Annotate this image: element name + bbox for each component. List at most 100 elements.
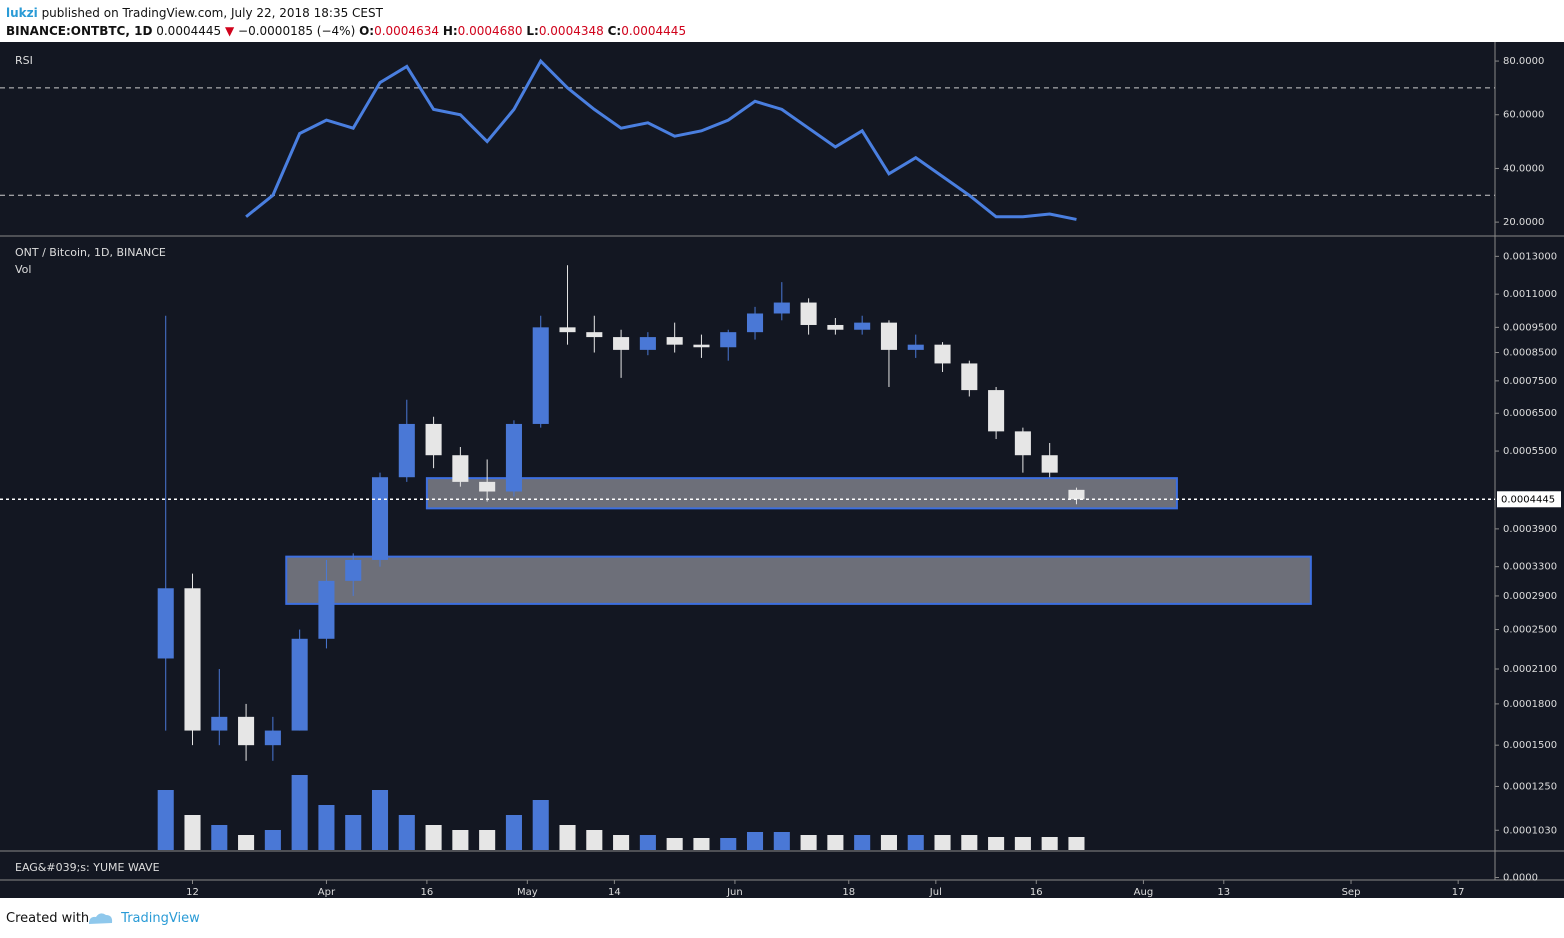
h: 0.0004680 (457, 24, 523, 38)
y-tick-label: 60.0000 (1503, 110, 1544, 121)
candle-body (1014, 431, 1031, 456)
user[interactable]: lukzi (6, 6, 38, 20)
rsi-line (245, 58, 1077, 221)
candle-body (264, 730, 281, 746)
volume-bar (880, 835, 897, 850)
volume-bar (532, 800, 549, 850)
candle-body (157, 588, 174, 659)
volume-bar (559, 825, 576, 850)
volume-bar (693, 838, 710, 850)
o: 0.0004634 (374, 24, 439, 38)
y-tick-label: 0.0001800 (1503, 699, 1557, 710)
x-tick-label: 14 (608, 887, 621, 898)
y-tick-label: 0.0009500 (1503, 322, 1557, 333)
candle-body (613, 337, 630, 350)
y-tick-label: 0.0001250 (1503, 781, 1557, 792)
candle-body (800, 302, 817, 325)
candle-body (345, 559, 362, 581)
volume-bar (291, 775, 308, 850)
l: 0.0004348 (538, 24, 604, 38)
header: lukzi published on TradingView.com, July… (6, 4, 686, 40)
candle-body (532, 327, 549, 424)
candle-body (907, 344, 924, 350)
candle-body (184, 588, 201, 731)
last-price-label: 0.0004445 (1501, 494, 1555, 505)
candle-body (371, 477, 389, 560)
candle-body (398, 423, 415, 478)
candle-body (1068, 489, 1085, 500)
volume-bar (800, 835, 817, 850)
candle-body (318, 580, 335, 639)
x-tick-label: 18 (842, 887, 855, 898)
volume-bar (318, 805, 335, 850)
y-tick-label: 20.0000 (1503, 217, 1544, 228)
x-tick-label: Sep (1342, 887, 1361, 898)
l-label: L: (526, 24, 539, 38)
y-tick-label: 0.0002500 (1503, 625, 1557, 636)
y-tick-label: 0.0007500 (1503, 376, 1557, 387)
volume-bar (184, 815, 201, 850)
y-tick-label: 0.0006500 (1503, 408, 1557, 419)
y-tick-label: 0.0013000 (1503, 251, 1557, 262)
x-tick-label: 12 (186, 887, 199, 898)
candle-body (827, 324, 844, 330)
x-tick-label: 13 (1217, 887, 1230, 898)
volume-bar (345, 815, 362, 850)
candle-body (934, 344, 951, 364)
x-tick-label: Aug (1134, 887, 1154, 898)
volume-bar (425, 825, 442, 850)
y-tick-label: 0.0002900 (1503, 591, 1557, 602)
arrow: ▼ (224, 24, 235, 38)
o-label: O: (359, 24, 375, 38)
candle-body (452, 455, 469, 482)
candle-body (479, 481, 496, 492)
candle-body (961, 363, 978, 391)
volume-bar (988, 837, 1005, 850)
candle-body (693, 344, 710, 348)
volume-bar (720, 838, 737, 850)
footer: Created with TradingView (6, 911, 200, 926)
candle-body (746, 313, 764, 333)
candle-body (880, 322, 897, 350)
volume-bar (827, 835, 844, 850)
candle-body (720, 332, 737, 348)
volume-bar (479, 830, 496, 850)
volume-bar (586, 830, 603, 850)
logo (89, 913, 113, 924)
volume-bar (238, 835, 255, 850)
volume-bar (1068, 837, 1085, 850)
y-tick-label: 0.0005500 (1503, 446, 1557, 457)
candle-body (559, 327, 576, 333)
vol-title: Vol (15, 263, 31, 276)
volume-bar (1014, 837, 1031, 850)
volume-bar (907, 835, 924, 850)
x-tick-label: 16 (421, 887, 434, 898)
candle-body (505, 423, 522, 492)
symbol: BINANCE:ONTBTC, 1D (6, 24, 153, 38)
c-label: C: (607, 24, 622, 38)
y-tick-label: 0.0003300 (1503, 562, 1557, 573)
zone (425, 477, 1178, 510)
y-tick-label: 0.0008500 (1503, 348, 1557, 359)
y-tick-label: 0.0000 (1503, 873, 1538, 884)
x-tick-label: 17 (1452, 887, 1465, 898)
volume-bar (452, 830, 469, 850)
volume-bar (505, 815, 522, 850)
x-tick-label: Apr (318, 887, 336, 898)
rsi-title: RSI (15, 54, 33, 67)
volume-bar (639, 835, 656, 850)
x-tick-label: Jun (726, 887, 743, 898)
price-title: ONT / Bitcoin, 1D, BINANCE (15, 246, 166, 259)
y-tick-label: 0.0011000 (1503, 289, 1557, 300)
y-tick-label: 0.0003900 (1503, 524, 1557, 535)
wave-title: EAG&#039;s: YUME WAVE (15, 861, 160, 874)
brand[interactable]: TradingView (121, 911, 200, 926)
candle-body (854, 322, 871, 330)
candle-body (586, 332, 603, 338)
y-tick-label: 40.0000 (1503, 163, 1544, 174)
candle-body (291, 638, 308, 731)
candle-body (773, 302, 790, 314)
x-tick-label: May (517, 887, 538, 898)
